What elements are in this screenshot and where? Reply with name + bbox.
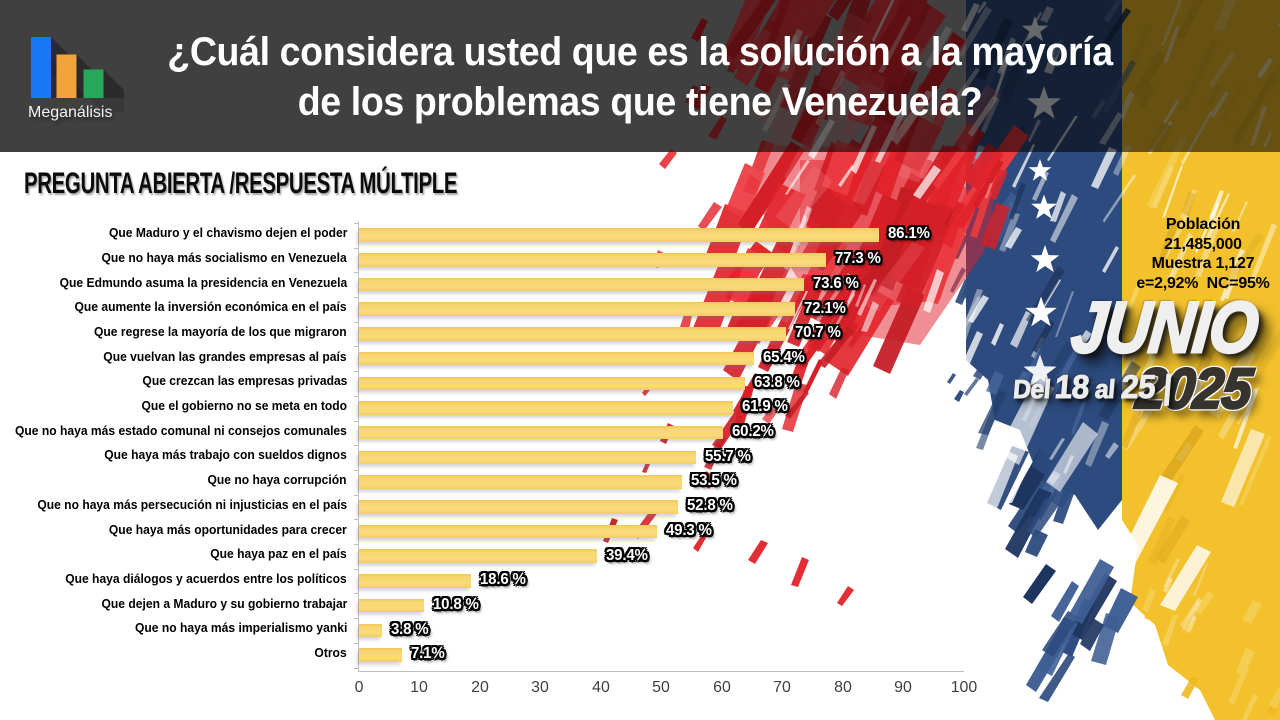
svg-text:Meganálisis: Meganálisis xyxy=(28,104,112,121)
